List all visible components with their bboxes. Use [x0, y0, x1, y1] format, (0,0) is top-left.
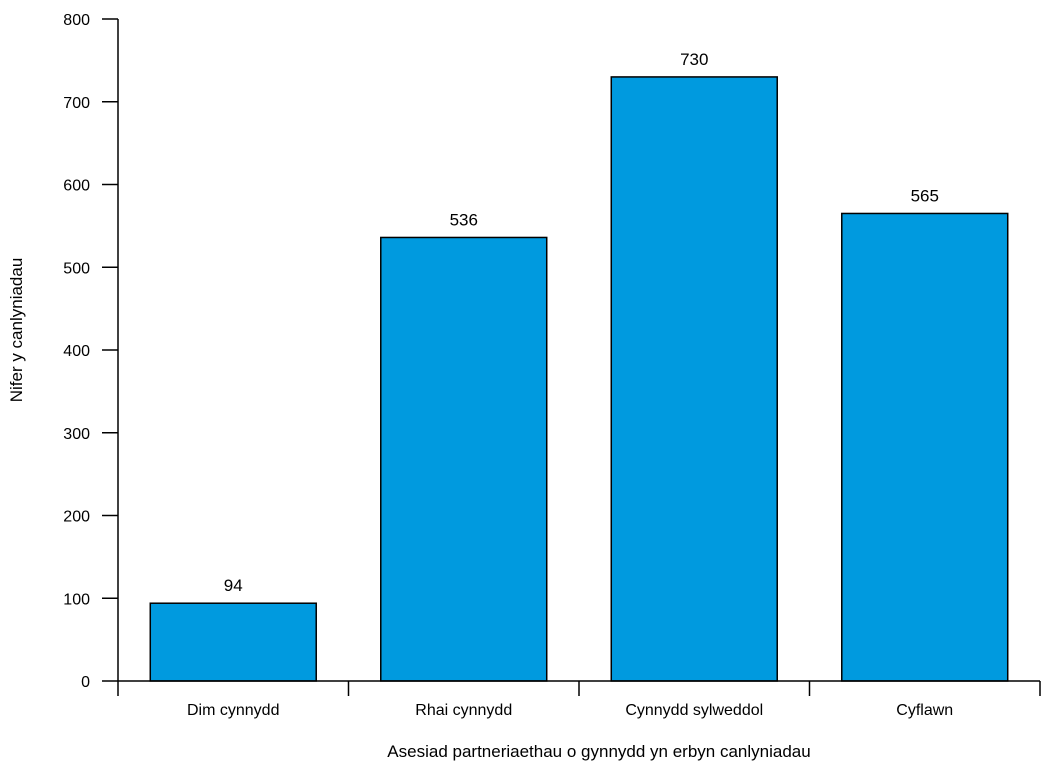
- x-category-label: Rhai cynnydd: [415, 702, 512, 719]
- x-ticks-layer: Dim cynnydd Rhai cynnydd Cynnydd sylweddol…: [117, 681, 1041, 719]
- y-tick-label: 800: [63, 12, 90, 29]
- bars-layer: [149, 76, 1009, 682]
- y-tick-label: 400: [63, 343, 90, 360]
- y-ticks-layer: 0 100 200 300 400 500 600 700 800: [63, 12, 118, 691]
- y-tick-label: 500: [63, 260, 90, 277]
- bar: [841, 212, 1009, 682]
- bar-value-label: 730: [680, 50, 708, 69]
- x-axis-title: Asesiad partneriaethau o gynnydd yn erby…: [387, 742, 810, 761]
- bar-value-label: 536: [450, 210, 478, 229]
- y-tick-label: 0: [81, 674, 90, 691]
- y-tick-label: 300: [63, 426, 90, 443]
- y-tick-label: 200: [63, 509, 90, 526]
- y-tick-label: 700: [63, 95, 90, 112]
- bar: [610, 76, 778, 682]
- bar-value-label: 94: [224, 576, 243, 595]
- x-category-label: Dim cynnydd: [187, 702, 279, 719]
- y-tick-label: 100: [63, 591, 90, 608]
- bar: [380, 236, 548, 682]
- bar: [149, 602, 317, 682]
- data-labels-layer: 94 536 730 565: [224, 50, 939, 595]
- bar-value-label: 565: [911, 186, 939, 205]
- y-axis-title: Nifer y canlyniadau: [7, 258, 26, 403]
- x-category-label: Cynnydd sylweddol: [625, 702, 763, 719]
- y-tick-label: 600: [63, 178, 90, 195]
- x-category-label: Cyflawn: [896, 702, 953, 719]
